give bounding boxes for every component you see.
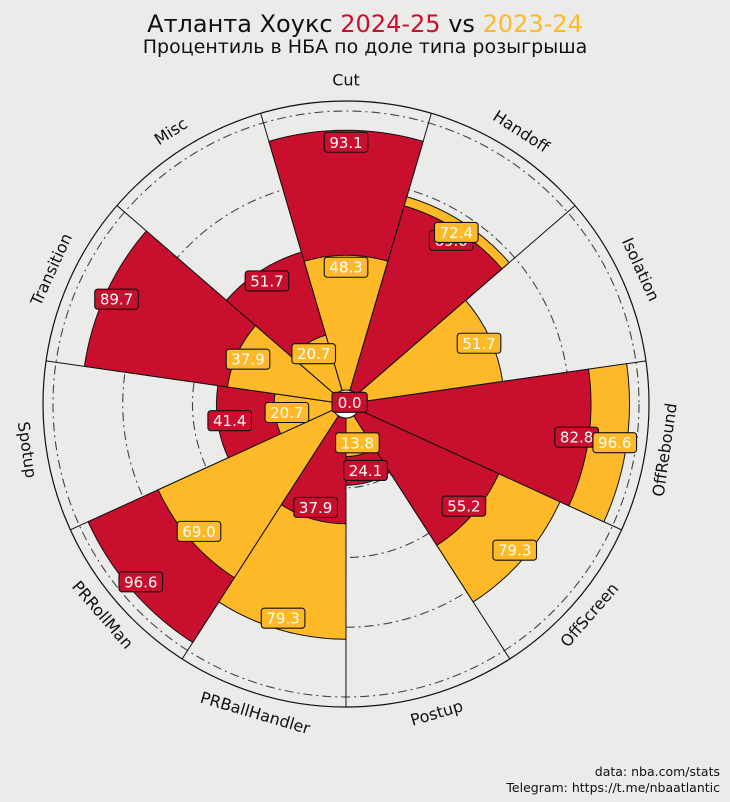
value-label-2023-24-spotup-box: [264, 401, 310, 424]
value-label-2024-25-offscreen-box: [441, 495, 487, 517]
value-label-2024-25-isolation: 0.0: [338, 394, 362, 412]
value-label-2023-24-transition-box: [225, 348, 271, 370]
value-label-2024-25-prballhandler: 37.9: [299, 499, 332, 517]
chart-subtitle: Процентиль в НБА по доле типа розыгрыша: [142, 36, 588, 58]
team-name: Атланта Хоукс: [147, 10, 333, 38]
value-label-2023-24-transition: 37.9: [231, 351, 264, 369]
value-label-2023-24-cut: 48.3: [329, 259, 362, 277]
value-label-2023-24-postup: 13.8: [341, 434, 374, 452]
value-label-2024-25-postup-box: [343, 459, 388, 481]
value-label-2024-25-spotup-box: [207, 410, 253, 432]
value-label-2023-24-offscreen: 79.3: [498, 542, 531, 560]
value-label-2023-24-prballhandler-box: [260, 607, 306, 629]
credits: data: nba.com/stats Telegram: https://t.…: [506, 764, 720, 796]
value-label-2024-25-cut-box: [323, 131, 369, 153]
value-label-2023-24-isolation-box: [456, 332, 502, 354]
value-label-2023-24-prrollman-box: [176, 520, 222, 542]
value-label-2024-25-cut: 93.1: [329, 134, 362, 152]
value-label-2024-25-offrebound: 82.8: [560, 429, 593, 447]
value-label-2024-25-misc: 51.7: [250, 272, 283, 290]
value-label-2023-24-handoff-box: [433, 221, 479, 243]
value-label-2023-24-offrebound-box: [592, 432, 638, 454]
value-label-2023-24-prballhandler: 79.3: [266, 610, 299, 628]
category-label-misc: Misc: [151, 114, 191, 149]
category-label-cut: Cut: [332, 70, 360, 89]
value-label-2023-24-misc-box: [291, 343, 337, 365]
value-label-2023-24-handoff: 72.4: [440, 224, 473, 242]
value-label-2023-24-offscreen-box: [492, 539, 538, 561]
value-label-2024-25-offscreen: 55.2: [447, 498, 480, 516]
value-label-2024-25-prrollman-box: [118, 571, 164, 593]
value-label-2024-25-postup: 24.1: [349, 462, 382, 480]
data-source: data: nba.com/stats: [594, 764, 720, 779]
value-label-2024-25-spotup: 41.4: [213, 412, 246, 430]
category-label-postup: Postup: [408, 696, 465, 729]
value-label-2024-25-transition-box: [94, 288, 139, 310]
vs-label: vs: [448, 10, 475, 38]
value-label-2023-24-isolation: 51.7: [462, 335, 495, 353]
value-label-2024-25-prballhandler-box: [293, 496, 338, 518]
category-label-offrebound: OffRebound: [649, 402, 681, 498]
category-label-spotup: Spotup: [14, 420, 41, 479]
value-label-2024-25-misc-box: [244, 270, 290, 292]
chart-title: Атланта Хоукс 2024-25 vs 2023-24: [0, 10, 730, 38]
telegram-link: Telegram: https://t.me/nbaatlantic: [506, 780, 720, 795]
value-label-2023-24-misc: 20.7: [297, 345, 330, 363]
value-label-2024-25-isolation-box: [331, 391, 368, 413]
value-label-2023-24-cut-box: [323, 256, 369, 278]
value-label-2023-24-offrebound: 96.6: [598, 434, 631, 452]
value-label-2024-25-prrollman: 96.6: [124, 573, 157, 591]
value-label-2023-24-postup-box: [335, 432, 380, 454]
value-label-2023-24-spotup: 20.7: [270, 404, 303, 422]
season-2024-25-label: 2024-25: [340, 10, 441, 38]
value-label-2023-24-prrollman: 69.0: [182, 523, 215, 541]
season-2023-24-label: 2023-24: [482, 10, 583, 38]
value-label-2024-25-transition: 89.7: [100, 291, 133, 309]
